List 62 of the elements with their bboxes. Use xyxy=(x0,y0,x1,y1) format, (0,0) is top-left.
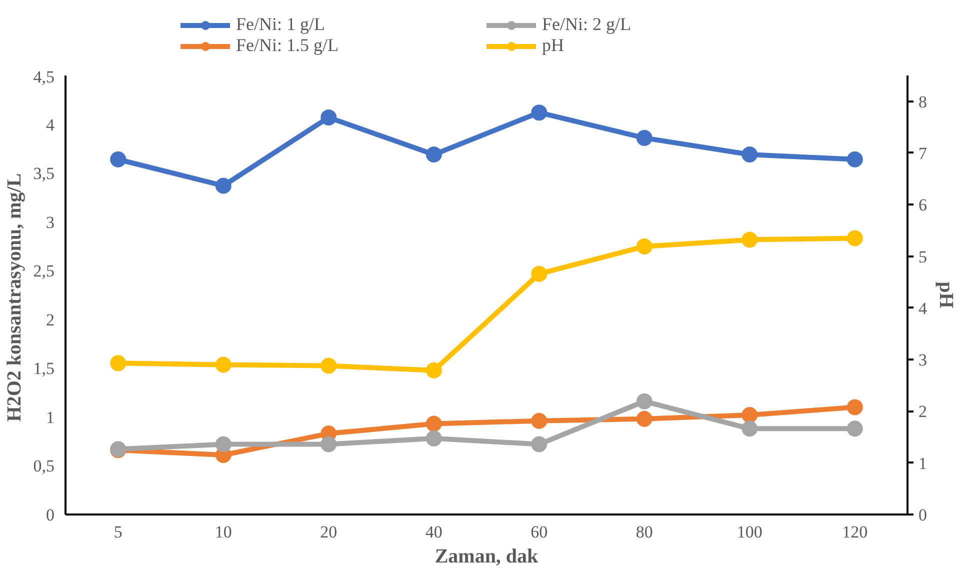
y2-tick-label: 6 xyxy=(918,196,927,215)
point xyxy=(846,420,863,437)
y-axis-title: H2O2 konsantrasyonu, mg/L xyxy=(3,173,26,422)
point xyxy=(110,355,126,372)
point xyxy=(531,412,548,429)
y2-tick-label: 5 xyxy=(918,247,927,266)
point xyxy=(742,232,758,248)
y-tick-label: 2 xyxy=(46,310,54,330)
point xyxy=(742,146,758,163)
point xyxy=(426,430,442,446)
y-tick-label: 4 xyxy=(46,115,55,134)
x-tick-label: 40 xyxy=(425,522,442,542)
y-tick-label: 0 xyxy=(46,506,54,524)
point xyxy=(426,362,442,378)
point xyxy=(846,230,863,246)
point xyxy=(846,399,863,416)
point xyxy=(636,410,652,427)
point xyxy=(110,151,126,168)
point xyxy=(742,407,758,423)
y-tick-label: 2,5 xyxy=(33,262,54,281)
x-tick-label: 5 xyxy=(114,522,122,542)
point xyxy=(320,436,337,452)
point xyxy=(636,238,652,254)
point xyxy=(742,420,758,437)
point xyxy=(846,151,863,168)
point xyxy=(320,109,337,126)
point xyxy=(426,146,442,163)
x-tick-label: 20 xyxy=(320,522,338,542)
y2-tick-label: 0 xyxy=(918,506,927,524)
point xyxy=(531,266,548,282)
x-tick-label: 10 xyxy=(214,522,232,542)
point xyxy=(215,436,232,452)
point xyxy=(215,178,232,194)
y2-tick-label: 3 xyxy=(918,350,927,370)
y2-tick-label: 2 xyxy=(918,402,927,422)
y-tick-label: 3,5 xyxy=(33,164,54,184)
point xyxy=(320,358,337,374)
y2-tick-label: 4 xyxy=(918,298,928,318)
y2-axis-title: pH xyxy=(935,282,957,309)
y2-tick-label: 7 xyxy=(918,144,928,163)
legend-label: pH xyxy=(542,35,565,56)
point xyxy=(531,436,548,452)
y2-tick-label: 1 xyxy=(918,454,927,473)
y-tick-label: 1,5 xyxy=(33,359,54,378)
legend-label: Fe/Ni: 2 g/L xyxy=(542,14,632,35)
point xyxy=(215,356,232,373)
point xyxy=(636,393,652,410)
x-tick-label: 120 xyxy=(842,522,868,542)
y-tick-label: 1 xyxy=(46,408,54,427)
x-axis-title: Zaman, dak xyxy=(434,546,540,568)
x-tick-label: 60 xyxy=(530,522,548,542)
y-tick-label: 0,5 xyxy=(33,456,54,476)
y-tick-label: 3 xyxy=(46,212,54,232)
y-tick-label: 4,5 xyxy=(33,68,54,86)
point xyxy=(636,130,652,146)
x-tick-label: 100 xyxy=(736,522,762,542)
x-tick-label: 80 xyxy=(636,522,653,542)
legend-label: Fe/Ni: 1 g/L xyxy=(236,14,326,35)
y2-tick-label: 8 xyxy=(918,92,927,112)
legend-label: Fe/Ni: 1.5 g/L xyxy=(236,35,340,56)
point xyxy=(531,104,548,121)
point xyxy=(426,416,442,432)
